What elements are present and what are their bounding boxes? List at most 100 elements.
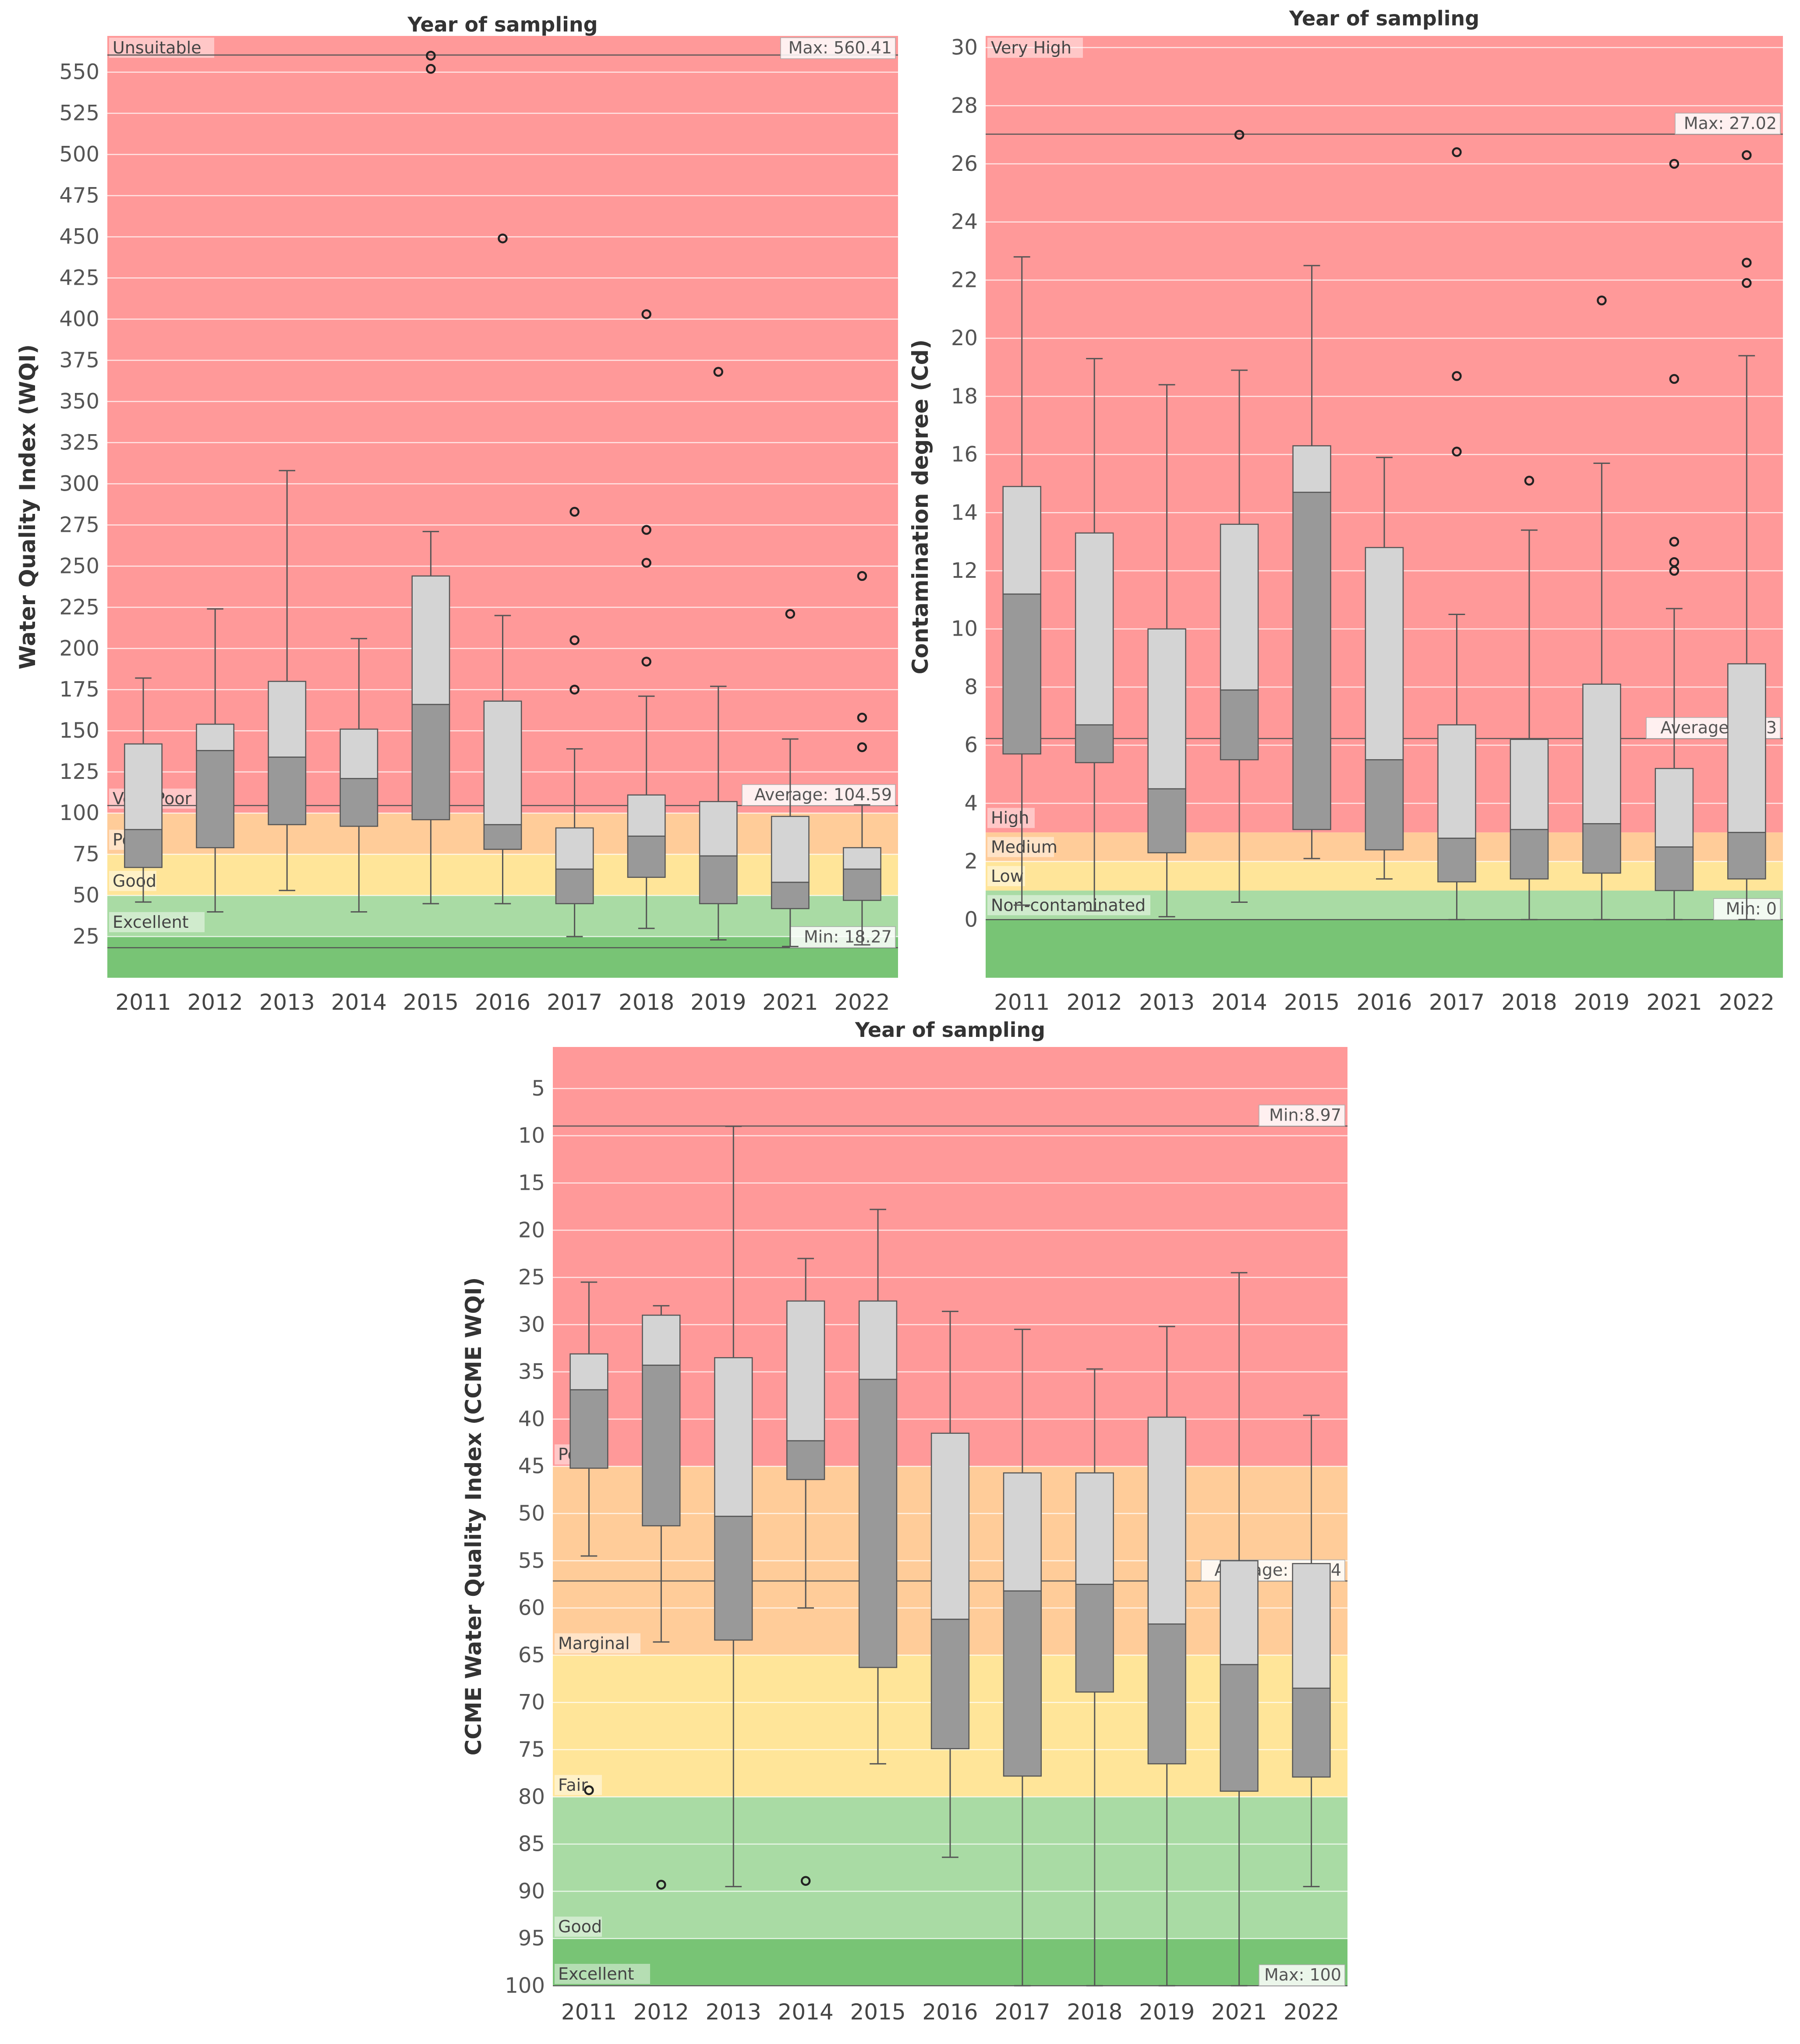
box-2013	[268, 470, 307, 891]
box-lower	[1292, 1563, 1331, 1689]
x-tick-label: 2013	[259, 990, 315, 1015]
y-tick-label: 25	[73, 924, 99, 949]
x-tick-label: 2022	[1284, 1999, 1339, 2025]
box-upper	[1582, 683, 1621, 824]
box-lower	[714, 1357, 753, 1517]
x-tick-label: 2012	[187, 990, 243, 1015]
box-lower	[1655, 846, 1694, 891]
outlier-point	[1742, 150, 1752, 160]
y-tick-label: 4	[964, 791, 978, 816]
box-upper	[930, 1619, 970, 1750]
box-2012	[642, 1305, 681, 1890]
y-tick-label: 70	[518, 1690, 545, 1715]
outlier-point	[857, 742, 867, 753]
y-tick-label: 5	[531, 1076, 545, 1101]
outlier-point	[1597, 295, 1607, 306]
box-2013	[1147, 384, 1186, 918]
box-lower	[196, 750, 235, 849]
outlier-point	[713, 367, 724, 377]
y-tick-label: 300	[59, 471, 99, 496]
outlier-point	[426, 64, 436, 74]
ccme-chart: PoorMarginalFairGoodExcellentMin:8.97Ave…	[461, 1018, 1347, 2025]
outlier-point	[785, 609, 796, 619]
y-tick-label: 350	[59, 389, 99, 414]
outlier-point	[426, 50, 436, 61]
band-label-bg	[555, 1964, 650, 1984]
outlier-point	[569, 507, 580, 517]
box-2022	[1292, 1415, 1331, 1888]
box-2022	[843, 571, 881, 946]
outlier-point	[1669, 537, 1680, 547]
box-2015	[858, 1209, 898, 1765]
outlier-point	[498, 233, 508, 244]
box-upper	[1147, 628, 1186, 789]
x-tick-label: 2021	[1211, 1999, 1267, 2025]
y-axis-label: CCME Water Quality Index (CCME WQI)	[461, 1277, 486, 1756]
reference-label: Max: 100	[1264, 1965, 1341, 1984]
box-lower	[1147, 1416, 1186, 1625]
box-upper	[1003, 1590, 1042, 1777]
band-label-bg	[987, 866, 1025, 886]
chart-title: Year of sampling	[855, 1018, 1045, 1042]
box-2019	[699, 367, 738, 941]
outlier-point	[857, 712, 867, 723]
x-tick-label: 2019	[690, 990, 746, 1015]
y-tick-label: 275	[59, 513, 99, 537]
band-label-bg	[555, 1917, 602, 1937]
outlier-point	[569, 684, 580, 695]
x-tick-label: 2016	[922, 1999, 978, 2025]
y-tick-label: 55	[518, 1549, 545, 1573]
y-tick-label: 8	[964, 675, 978, 699]
box-2016	[483, 233, 522, 905]
box-upper	[1002, 486, 1041, 595]
x-tick-label: 2018	[1501, 990, 1557, 1015]
box-lower	[1582, 823, 1621, 874]
y-tick-label: 550	[59, 60, 99, 85]
x-tick-label: 2017	[994, 1999, 1050, 2025]
band-non-contaminated	[986, 919, 1783, 978]
y-tick-label: 85	[518, 1832, 545, 1857]
box-2016	[930, 1311, 970, 1858]
band-label: Low	[991, 866, 1024, 886]
box-upper	[786, 1440, 825, 1480]
reference-label: Max: 27.02	[1684, 113, 1777, 133]
outlier-point	[641, 558, 651, 568]
box-2017	[1003, 1329, 1042, 1987]
y-tick-label: 25	[518, 1265, 545, 1290]
box-lower	[569, 1353, 608, 1390]
reference-label-bg	[780, 37, 896, 59]
box-2019	[1582, 295, 1621, 920]
box-lower	[858, 1300, 898, 1380]
box-2014	[339, 638, 378, 913]
box-upper	[1655, 767, 1694, 848]
y-tick-label: 325	[59, 430, 99, 455]
box-upper	[196, 723, 235, 751]
box-lower	[124, 829, 163, 868]
box-2018	[627, 309, 666, 929]
box-lower	[411, 704, 450, 820]
box-2011	[124, 677, 163, 903]
y-tick-label: 0	[964, 907, 978, 932]
reference-label: Average: 104.59	[754, 785, 892, 804]
outlier-point	[584, 1785, 594, 1795]
reference-label-bg	[1259, 1964, 1345, 1986]
y-tick-label: 250	[59, 554, 99, 578]
outlier-point	[1234, 130, 1245, 140]
y-tick-label: 28	[951, 93, 978, 118]
wqi-chart: ExcellentGoodPoorVery PoorUnsuitableMax:…	[15, 13, 898, 1015]
x-tick-label: 2019	[1574, 990, 1630, 1015]
band-excellent	[107, 937, 898, 978]
box-upper	[858, 1379, 898, 1668]
y-tick-label: 75	[518, 1737, 545, 1762]
box-2015	[1292, 265, 1331, 859]
box-lower	[1147, 788, 1186, 853]
box-lower	[930, 1432, 970, 1620]
box-lower	[1002, 593, 1041, 755]
band-low	[986, 890, 1783, 920]
outlier-point	[1524, 476, 1535, 486]
y-tick-label: 90	[518, 1879, 545, 1903]
y-tick-label: 475	[59, 184, 99, 208]
band-label: Excellent	[558, 1964, 634, 1984]
box-lower	[699, 855, 738, 905]
